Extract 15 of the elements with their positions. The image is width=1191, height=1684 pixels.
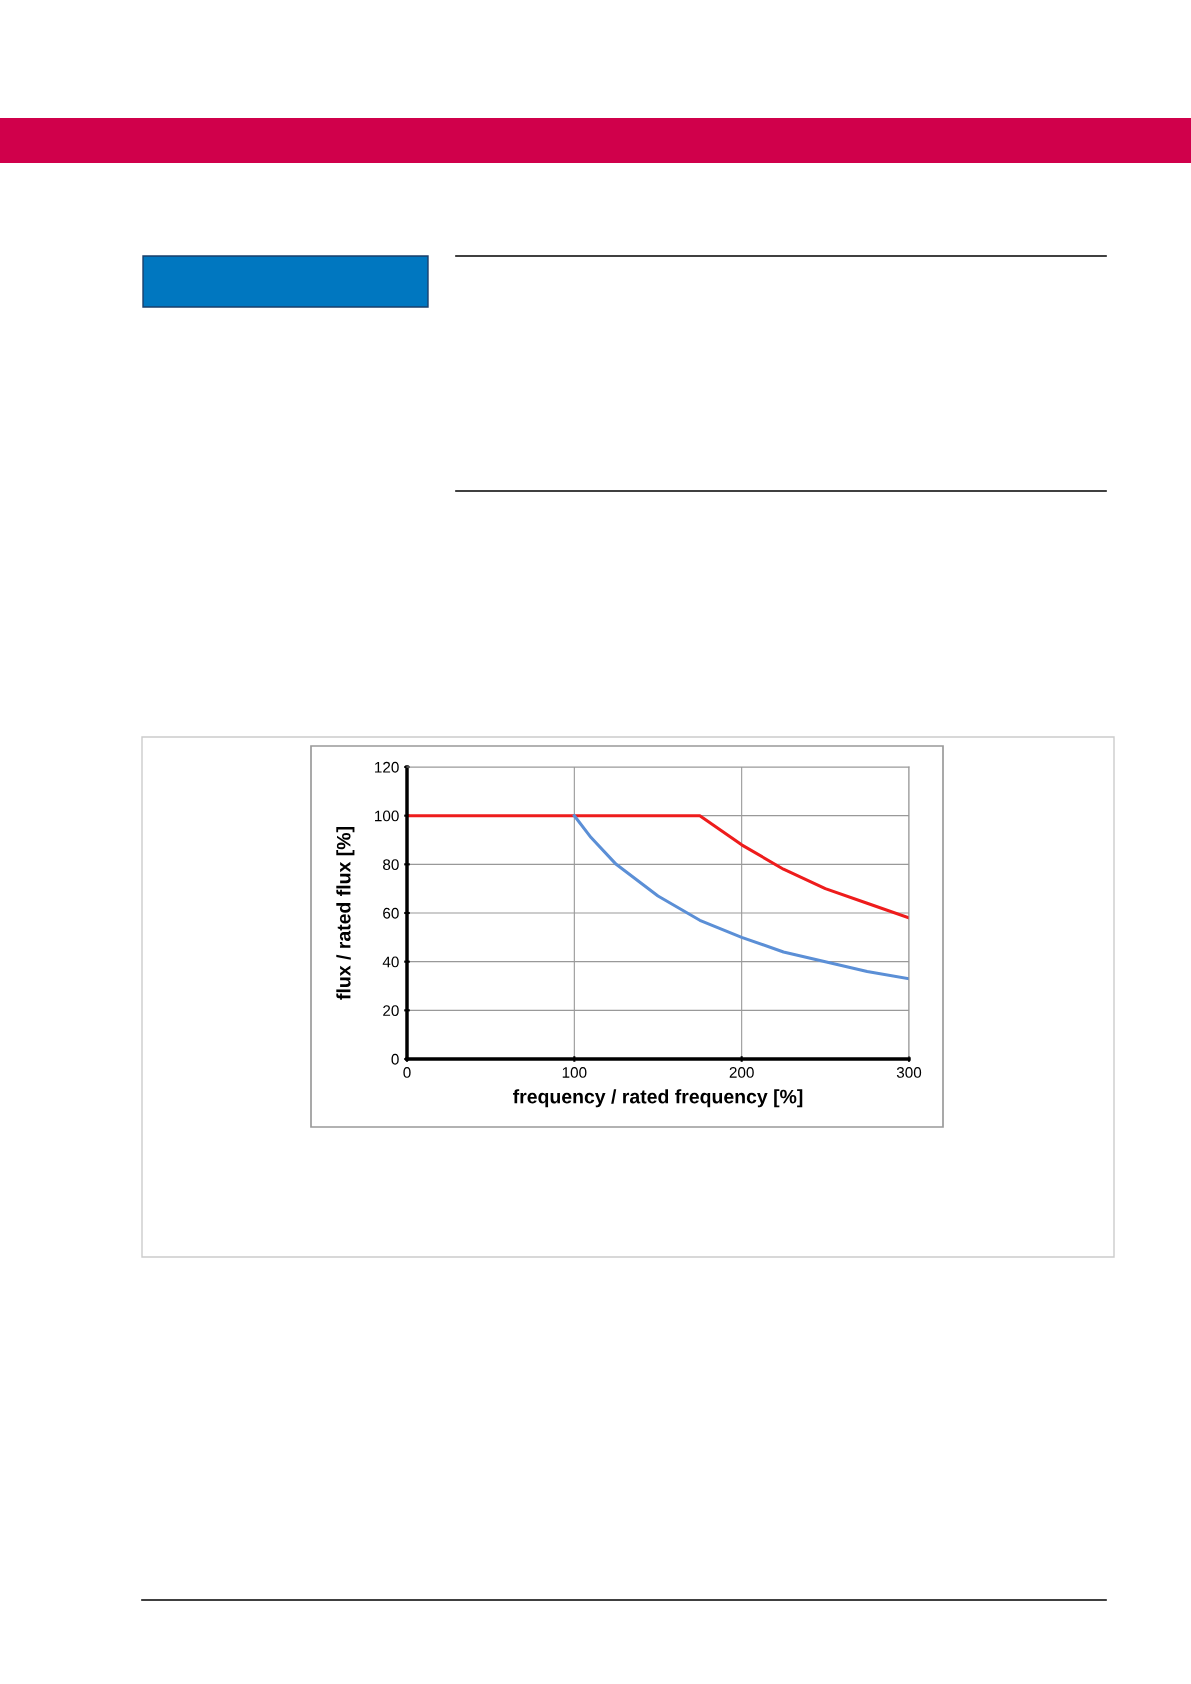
line-series <box>572 814 909 981</box>
x-tick-label: 300 <box>896 1067 922 1078</box>
y-tick-label: 20 <box>383 1005 399 1017</box>
y-tick-label: 120 <box>375 761 399 773</box>
y-tick-label: 100 <box>375 810 399 822</box>
y-tick-label: 0 <box>391 1053 399 1065</box>
line-series <box>407 814 909 920</box>
x-tick-label: 100 <box>562 1067 587 1078</box>
x-tick-label: 200 <box>729 1067 754 1078</box>
y-axis-title: flux / rated flux [%] <box>336 827 355 1000</box>
y-tick-label: 40 <box>382 956 399 968</box>
y-tick-label: 80 <box>383 859 399 871</box>
x-tick-label: 0 <box>403 1067 411 1078</box>
x-axis-title: frequency / rated frequency [%] <box>513 1089 803 1108</box>
y-tick-label: 60 <box>383 907 399 919</box>
